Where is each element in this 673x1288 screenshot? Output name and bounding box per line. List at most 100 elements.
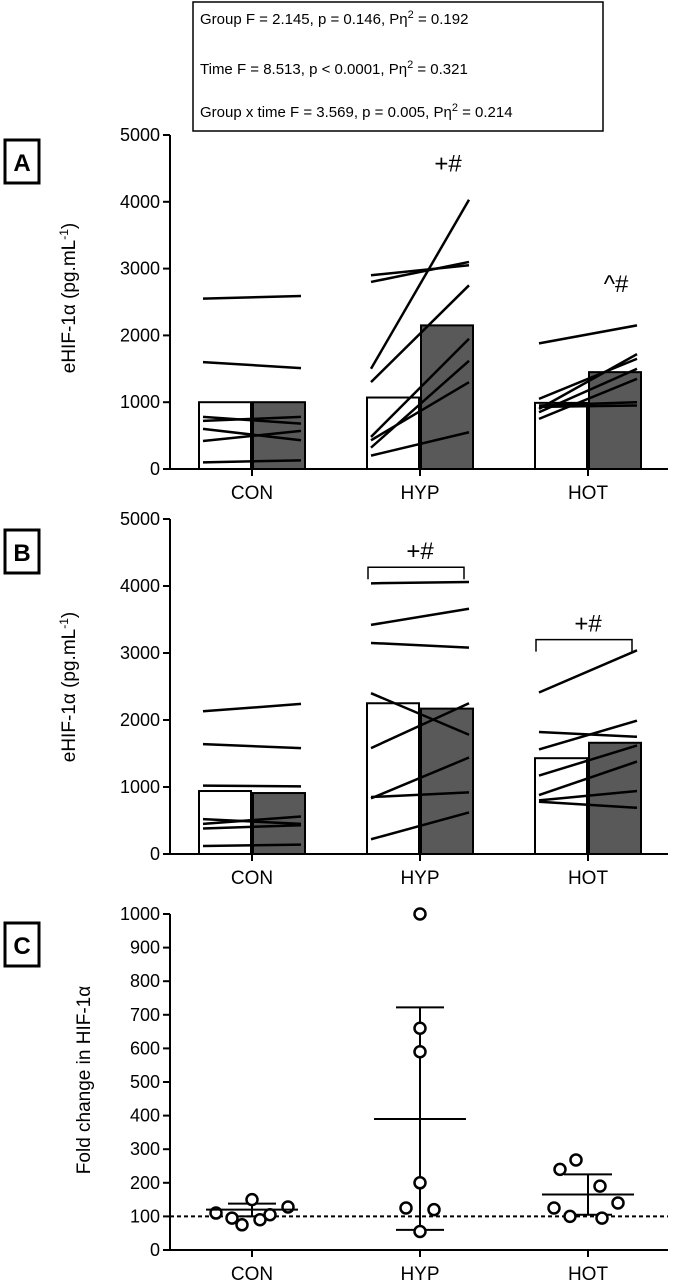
- panel-c-chart: 0 100 200 300 400 500 600 700 800 900 1000 CON HYP HO…: [120, 904, 668, 1285]
- panel-b-bracket-hyp: [367, 566, 465, 580]
- panel-a-individual-line-con: [202, 294, 302, 300]
- panel-a-bar-hyp-pre: [366, 396, 420, 470]
- panel-b-individual-line-hyp: [370, 641, 470, 649]
- panel-a-individual-line-con: [202, 427, 302, 442]
- panel-a-individual-line-hyp: [369, 199, 471, 370]
- panel-c-x-label-hyp: HYP: [400, 1264, 439, 1285]
- panel-c-point-con: [225, 1211, 239, 1225]
- panel-b-bar-hyp-post: [420, 707, 474, 855]
- panel-c-y-tick-label: 400: [130, 1106, 160, 1126]
- panel-b-individual-line-hyp: [370, 580, 470, 585]
- panel-b-individual-line-con: [202, 742, 302, 750]
- panel-b-y-tick-label: 3000: [120, 643, 160, 663]
- panel-a-individual-line-hyp: [370, 284, 470, 384]
- panel-b-individual-line-hot: [538, 744, 638, 777]
- panel-a-y-tick-label: 5000: [120, 125, 160, 145]
- panel-b-x-label-hyp: HYP: [400, 868, 439, 889]
- panel-b-y-tick-label: 5000: [120, 509, 160, 529]
- panel-b-bracket-hot: [535, 638, 633, 652]
- panel-b-individual-line-con: [202, 843, 302, 848]
- panel-a-x-label-hot: HOT: [568, 483, 609, 504]
- panel-c-y-tick-label: 200: [130, 1173, 160, 1193]
- panel-b-y-tick-label: 1000: [120, 777, 160, 797]
- panel-c-point-hot: [553, 1162, 567, 1177]
- panel-c-y-tick-label: 500: [130, 1072, 160, 1092]
- panel-a-individual-line-hyp: [370, 381, 470, 442]
- panel-b-individual-line-hyp: [370, 756, 470, 800]
- panel-a-individual-line-hot: [538, 353, 638, 410]
- panel-c-point-hyp: [399, 1201, 413, 1215]
- panel-c-point-con: [235, 1218, 249, 1232]
- panel-a-individual-line-hot: [538, 404, 638, 409]
- panel-a-individual-line-hyp: [370, 431, 470, 457]
- panel-b-x-label-con: CON: [231, 868, 273, 889]
- panel-c-y-tick-label: 900: [130, 938, 160, 958]
- panel-label-c-text: C: [13, 933, 30, 960]
- panel-b-individual-line-hyp: [370, 692, 470, 736]
- panel-a-y-axis-title: eHIF-1α (pg.mL-1): [57, 223, 80, 373]
- panel-b-individual-line-hyp: [370, 607, 470, 627]
- panel-a-individual-line-con: [202, 415, 302, 423]
- panel-label-b-box: [3, 528, 41, 575]
- panel-label-c: C: [3, 921, 41, 968]
- panel-b-individual-line-con: [202, 815, 302, 826]
- panel-a-y-tick-label: 0: [150, 459, 160, 479]
- panel-a-x-label-hyp: HYP: [400, 483, 439, 504]
- panel-a-annotation-hyp: +#: [434, 151, 462, 178]
- panel-c-point-hot: [595, 1211, 609, 1225]
- panel-a-individual-line-hot: [538, 377, 638, 421]
- panel-b-y-tick-label: 2000: [120, 710, 160, 730]
- panel-a-chart: 0 1000 2000 3000 4000 5000 CON HYP HOT +# ^#: [120, 125, 668, 504]
- panel-c-point-hot: [569, 1153, 583, 1167]
- panel-c-point-hyp: [413, 907, 427, 921]
- panel-label-b: B: [3, 528, 41, 575]
- panel-b-individual-line-hyp: [370, 811, 470, 841]
- panel-b-individual-line-hot: [538, 760, 638, 797]
- panel-c-point-con: [245, 1192, 259, 1207]
- panel-b-individual-line-hyp: [370, 791, 470, 799]
- panel-b-individual-line-hyp: [370, 702, 470, 750]
- panel-c-point-hot: [611, 1196, 625, 1210]
- panel-a-individual-line-con: [202, 429, 302, 443]
- panel-a-individual-line-hot: [538, 324, 638, 345]
- panel-label-b-text: B: [13, 540, 30, 567]
- stats-line-group: Group F = 2.145, p = 0.146, Pη2 = 0.192: [200, 9, 468, 28]
- panel-a-individual-line-hot: [538, 400, 638, 407]
- panel-c-y-tick-label: 700: [130, 1005, 160, 1025]
- panel-c-point-hyp: [413, 1021, 427, 1035]
- panel-a-y-tick-label: 3000: [120, 259, 160, 279]
- panel-b-bracket-label-hot: +#: [574, 611, 602, 638]
- panel-a-bar-con-pre: [198, 401, 252, 471]
- panel-label-a: A: [3, 138, 41, 185]
- panel-a-annotation-hot: ^#: [604, 271, 629, 298]
- panel-a-individual-line-con: [202, 360, 302, 370]
- panel-a-individual-line-hyp: [370, 337, 470, 438]
- panel-b-individual-line-hot: [538, 719, 638, 751]
- panel-b-individual-line-hot: [538, 789, 638, 802]
- stats-box-border: [192, 1, 604, 132]
- panel-c-y-tick-label: 100: [130, 1206, 160, 1226]
- panel-label-c-box: [3, 921, 41, 968]
- panel-b-bar-hot-post: [588, 741, 642, 856]
- panel-label-a-text: A: [13, 150, 30, 177]
- panel-a-bar-hot-pre: [534, 401, 588, 471]
- panel-c-point-hot: [547, 1201, 561, 1215]
- panel-c-point-hot: [593, 1179, 607, 1193]
- panel-b-individual-line-hot: [538, 800, 638, 810]
- panel-b-y-tick-label: 0: [150, 844, 160, 864]
- panel-c-y-axis-title: Fold change in HIF-1α: [74, 986, 95, 1174]
- panel-label-a-box: [3, 138, 41, 185]
- panel-c-y-tick-label: 0: [150, 1240, 160, 1260]
- panel-c-point-hyp: [427, 1202, 441, 1217]
- panel-c-point-hyp: [413, 1045, 427, 1059]
- panel-c-point-hyp: [413, 1176, 427, 1190]
- panel-a-individual-line-hyp: [370, 260, 470, 284]
- panel-b-individual-line-con: [202, 823, 302, 830]
- panel-b-bracket-label-hyp: +#: [406, 538, 434, 565]
- panel-b-x-label-hot: HOT: [568, 868, 609, 889]
- panel-c-y-tick-label: 300: [130, 1139, 160, 1159]
- panel-c-y-tick-label: 800: [130, 971, 160, 991]
- panel-b-y-tick-label: 4000: [120, 576, 160, 596]
- panel-c-x-label-hot: HOT: [568, 1264, 609, 1285]
